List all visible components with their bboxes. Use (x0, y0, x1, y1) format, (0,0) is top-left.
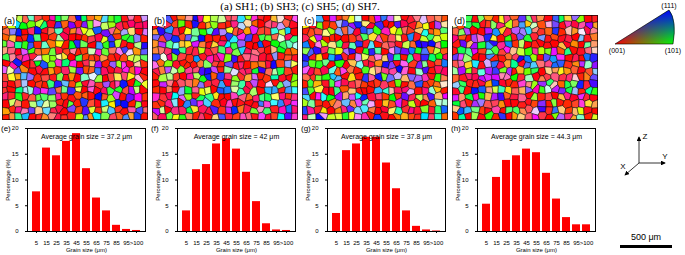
svg-text:Average grain size = 37.2 μm: Average grain size = 37.2 μm (41, 133, 132, 141)
svg-text:95: 95 (423, 239, 430, 246)
svg-text:45: 45 (523, 240, 530, 246)
svg-text:45: 45 (373, 240, 380, 246)
svg-text:95: 95 (573, 239, 580, 246)
svg-text:5: 5 (335, 240, 339, 246)
svg-text:5: 5 (485, 240, 489, 246)
svg-text:35: 35 (363, 240, 370, 246)
svg-text:5: 5 (315, 203, 319, 209)
svg-text:75: 75 (253, 240, 260, 246)
html-text:(h): (h) (451, 124, 461, 133)
svg-text:85: 85 (263, 240, 270, 246)
svg-text:25: 25 (353, 240, 360, 246)
svg-text:55: 55 (233, 240, 240, 246)
svg-text:Grain size (μm): Grain size (μm) (66, 247, 107, 253)
svg-text:15: 15 (12, 151, 19, 157)
svg-text:Percentage (%): Percentage (%) (155, 159, 161, 201)
svg-text:20: 20 (162, 125, 169, 131)
svg-text:Grain size (μm): Grain size (μm) (216, 247, 257, 253)
svg-text:65: 65 (243, 240, 250, 246)
svg-text:35: 35 (513, 240, 520, 246)
svg-text:Average grain size = 44.3 μm: Average grain size = 44.3 μm (491, 133, 582, 141)
svg-text:Y: Y (662, 152, 668, 161)
svg-text:Average grain size = 42 μm: Average grain size = 42 μm (194, 133, 280, 141)
svg-text:75: 75 (553, 240, 560, 246)
svg-text:Grain size (μm): Grain size (μm) (516, 247, 557, 253)
svg-text:Z: Z (643, 132, 648, 141)
svg-text:95: 95 (273, 239, 280, 246)
svg-text:10: 10 (12, 177, 19, 183)
html-text:(a) SH1; (b) SH3; (c) SH5; (d): (a) SH1; (b) SH3; (c) SH5; (d) SH7. (220, 0, 380, 12)
svg-text:(111): (111) (661, 2, 676, 10)
html-text:(f): (f) (151, 124, 159, 133)
svg-text:35: 35 (63, 240, 70, 246)
svg-text:0: 0 (465, 228, 469, 234)
svg-text:10: 10 (162, 177, 169, 183)
svg-text:65: 65 (93, 240, 100, 246)
svg-text:15: 15 (462, 151, 469, 157)
svg-text:55: 55 (383, 240, 390, 246)
svg-text:75: 75 (403, 240, 410, 246)
svg-text:10: 10 (312, 177, 319, 183)
svg-text:(001): (001) (609, 47, 625, 55)
svg-text:85: 85 (413, 240, 420, 246)
svg-text:5: 5 (465, 203, 469, 209)
svg-text:>100: >100 (430, 240, 444, 246)
svg-text:20: 20 (312, 125, 319, 131)
svg-text:0: 0 (315, 228, 319, 234)
svg-text:X: X (620, 162, 626, 171)
svg-text:(c): (c) (304, 16, 315, 26)
svg-text:15: 15 (343, 240, 350, 246)
svg-text:>100: >100 (280, 240, 294, 246)
svg-text:500 μm: 500 μm (631, 232, 661, 242)
svg-text:45: 45 (223, 240, 230, 246)
svg-text:(d): (d) (454, 16, 465, 26)
svg-text:25: 25 (203, 240, 210, 246)
svg-text:85: 85 (563, 240, 570, 246)
svg-text:10: 10 (462, 177, 469, 183)
svg-text:Grain size (μm): Grain size (μm) (366, 247, 407, 253)
svg-text:55: 55 (533, 240, 540, 246)
svg-text:5: 5 (15, 203, 19, 209)
svg-text:5: 5 (165, 203, 169, 209)
html-text:(g): (g) (301, 124, 311, 133)
svg-text:65: 65 (393, 240, 400, 246)
svg-text:15: 15 (493, 240, 500, 246)
svg-text:15: 15 (193, 240, 200, 246)
svg-text:25: 25 (53, 240, 60, 246)
svg-text:(b): (b) (154, 16, 165, 26)
svg-text:5: 5 (35, 240, 39, 246)
svg-text:Percentage (%): Percentage (%) (5, 159, 11, 201)
svg-text:Percentage (%): Percentage (%) (305, 159, 311, 201)
svg-text:15: 15 (43, 240, 50, 246)
svg-text:0: 0 (165, 228, 169, 234)
svg-text:95: 95 (123, 239, 130, 246)
svg-text:15: 15 (162, 151, 169, 157)
svg-text:(101): (101) (665, 47, 681, 55)
svg-text:20: 20 (462, 125, 469, 131)
svg-text:20: 20 (12, 125, 19, 131)
svg-text:0: 0 (15, 228, 19, 234)
svg-text:Average grain size = 37.8 μm: Average grain size = 37.8 μm (341, 133, 432, 141)
svg-text:55: 55 (83, 240, 90, 246)
html-text:(e): (e) (1, 124, 11, 133)
svg-text:45: 45 (73, 240, 80, 246)
svg-text:Percentage (%): Percentage (%) (455, 159, 461, 201)
svg-text:65: 65 (543, 240, 550, 246)
svg-text:25: 25 (503, 240, 510, 246)
svg-text:75: 75 (103, 240, 110, 246)
svg-text:5: 5 (185, 240, 189, 246)
svg-text:35: 35 (213, 240, 220, 246)
svg-text:15: 15 (312, 151, 319, 157)
svg-text:>100: >100 (580, 240, 594, 246)
svg-text:85: 85 (113, 240, 120, 246)
svg-text:>100: >100 (130, 240, 144, 246)
svg-text:(a): (a) (4, 16, 15, 26)
